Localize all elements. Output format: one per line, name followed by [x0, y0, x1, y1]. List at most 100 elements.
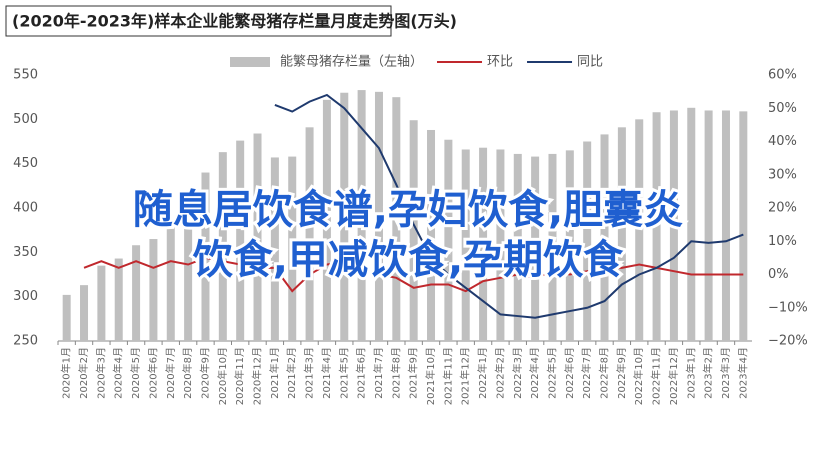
bar [80, 285, 89, 341]
bar [600, 134, 609, 341]
x-tick-label: 2020年6月 [146, 347, 159, 399]
x-tick-label: 2022年5月 [545, 347, 558, 399]
bar [114, 258, 123, 341]
x-tick-label: 2021年10月 [424, 347, 437, 405]
x-tick-label: 2021年3月 [303, 347, 316, 399]
x-tick-label: 2023年1月 [684, 347, 697, 399]
bar [97, 265, 106, 341]
x-tick-label: 2021年4月 [320, 347, 333, 399]
bar [444, 139, 453, 341]
x-tick-label: 2020年4月 [112, 347, 125, 399]
bar [236, 140, 245, 341]
bar [62, 294, 71, 341]
y2-tick-label: 10% [768, 234, 797, 249]
x-tick-label: 2022年1月 [476, 347, 489, 399]
bar [392, 97, 401, 342]
x-tick-label: 2022年2月 [493, 347, 506, 399]
x-tick-label: 2023年3月 [719, 347, 732, 399]
x-tick-label: 2020年7月 [164, 347, 177, 399]
x-tick-label: 2022年11月 [650, 347, 663, 405]
plot: 250 300 350 400 450 500 550 −20% −10% 0% 10% 20% 30%… [13, 54, 808, 406]
x-tick-label: 2020年9月 [198, 347, 211, 399]
legend-label: 同比 [577, 55, 603, 70]
bar [496, 149, 505, 341]
bar [184, 203, 193, 341]
bar [635, 119, 644, 341]
x-tick-label: 2023年4月 [736, 347, 749, 399]
bar [687, 107, 696, 341]
x-tick-label: 2022年8月 [598, 347, 611, 399]
bar [201, 172, 210, 341]
x-tick-label: 2022年7月 [580, 347, 593, 399]
bar [340, 92, 349, 341]
bar [253, 133, 262, 341]
watermark: 饮食,甲减饮食,孕期饮食 [193, 237, 624, 283]
bar [149, 239, 158, 341]
bar [617, 127, 626, 342]
bar [548, 153, 557, 341]
bar [583, 141, 592, 341]
bar [357, 90, 366, 341]
bar [565, 150, 574, 341]
y2-tick-label: 50% [768, 101, 797, 116]
x-tick-label: 2022年3月 [511, 347, 524, 399]
x-tick-label: 2022年10月 [632, 347, 645, 405]
bar [652, 112, 661, 342]
x-tick-label: 2023年2月 [702, 347, 715, 399]
y-tick-label: 250 [13, 334, 38, 349]
x-tick-label: 2022年12月 [667, 347, 680, 405]
bar [270, 157, 279, 341]
x-tick-label: 2021年7月 [372, 347, 385, 399]
x-tick-label: 2021年12月 [459, 347, 472, 405]
watermark: 随息居饮食谱,孕妇饮食,胆囊炎 [133, 187, 683, 233]
x-tick-label: 2020年10月 [216, 347, 229, 405]
bar [132, 245, 141, 341]
y2-tick-label: 0% [768, 267, 789, 282]
x-tick-label: 2020年11月 [233, 347, 246, 405]
bar [739, 111, 748, 341]
x-tick-label: 2021年9月 [407, 347, 420, 399]
y-tick-label: 550 [13, 68, 38, 83]
y2-tick-label: 60% [768, 68, 797, 83]
x-tick-label: 2021年2月 [285, 347, 298, 399]
y2-tick-label: −10% [768, 300, 808, 315]
bar [288, 156, 297, 341]
bar [409, 120, 418, 341]
y2-tick-label: 40% [768, 134, 797, 149]
title-box [5, 5, 392, 37]
x-tick-label: 2020年1月 [60, 347, 73, 399]
y-tick-label: 500 [13, 112, 38, 127]
legend-label: 能繁母猪存栏量（左轴） [280, 54, 423, 70]
bar [166, 221, 175, 341]
bar [669, 110, 678, 341]
bar [704, 110, 713, 341]
line [274, 93, 744, 319]
bar [479, 147, 488, 341]
x-tick-label: 2020年12月 [251, 347, 264, 405]
x-tick-label: 2020年8月 [181, 347, 194, 399]
y-tick-label: 450 [13, 156, 38, 171]
x-tick-label: 2020年3月 [94, 347, 107, 399]
x-tick-label: 2022年9月 [615, 347, 628, 399]
bar [513, 153, 522, 341]
x-tick-label: 2021年6月 [355, 347, 368, 399]
bar [322, 99, 331, 342]
bar [427, 129, 436, 341]
y-tick-label: 300 [13, 289, 38, 304]
bar [461, 149, 470, 341]
legend-swatch [230, 57, 270, 67]
bar [374, 91, 383, 341]
x-tick-label: 2021年1月 [268, 347, 281, 399]
y2-tick-label: 30% [768, 167, 797, 182]
y2-tick-label: 20% [768, 201, 797, 216]
x-tick-label: 2021年5月 [337, 347, 350, 399]
y-tick-label: 350 [13, 245, 38, 260]
chart-title: (2020年-2023年)样本企业能繁母猪存栏量月度走势图(万头) [12, 12, 457, 31]
bar [305, 127, 314, 342]
x-tick-label: 2020年2月 [77, 347, 90, 399]
legend-label: 环比 [487, 55, 513, 70]
x-tick-label: 2022年4月 [528, 347, 541, 399]
x-tick-label: 2022年6月 [563, 347, 576, 399]
y2-tick-label: −20% [768, 334, 808, 349]
bar [218, 152, 227, 341]
